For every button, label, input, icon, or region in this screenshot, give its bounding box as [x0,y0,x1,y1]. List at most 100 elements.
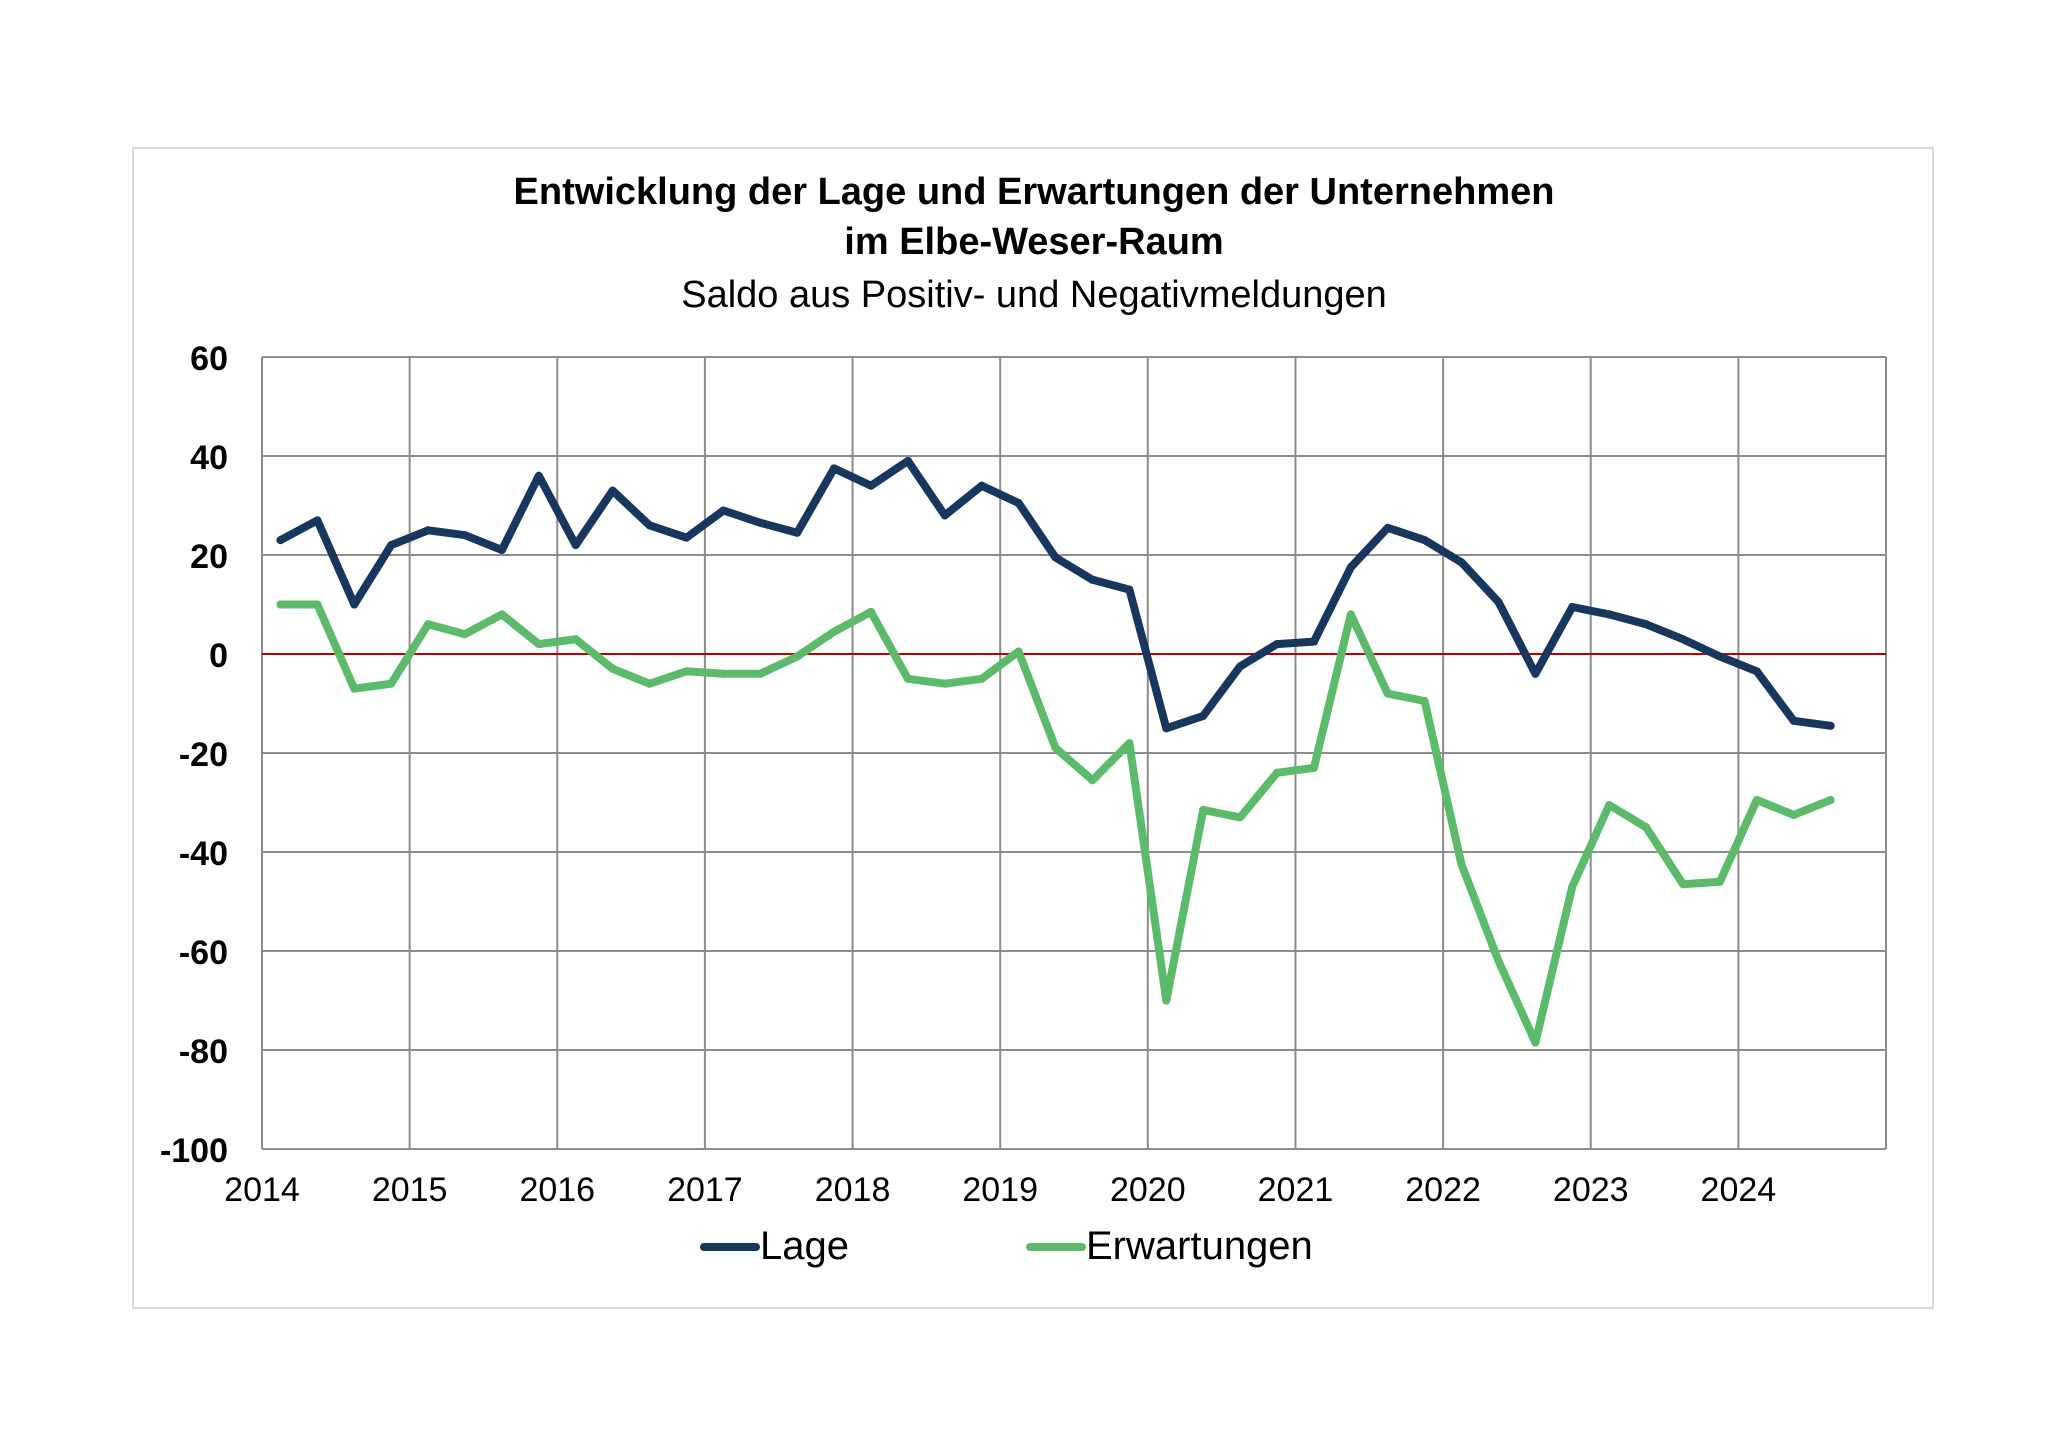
data-point-erwartungen [1014,647,1023,656]
data-point-erwartungen [903,674,912,683]
data-point-lage [350,600,359,609]
data-point-lage [1789,716,1798,725]
data-point-lage [793,528,802,537]
data-point-lage [903,456,912,465]
y-tick-label: 0 [209,637,228,675]
data-point-lage [1051,553,1060,562]
data-point-erwartungen [1383,689,1392,698]
data-point-lage [1679,635,1687,644]
data-point-lage [1199,711,1208,720]
data-point-lage [1088,575,1097,584]
line-chart: Entwicklung der Lage und Erwartungen der… [160,171,1887,1268]
y-tick-label: 40 [190,439,228,477]
data-point-erwartungen [1531,1038,1540,1047]
data-point-erwartungen [424,620,433,629]
data-point-lage [1125,585,1134,594]
data-point-erwartungen [977,674,986,683]
x-tick-label: 2020 [1110,1171,1186,1209]
x-tick-label: 2019 [962,1171,1038,1209]
data-point-lage [940,511,949,520]
data-point-erwartungen [756,669,765,678]
y-tick-label: -80 [179,1033,228,1071]
series-line-erwartungen [276,600,1835,1047]
data-point-lage [1383,523,1392,532]
data-point-lage [867,481,875,490]
y-tick-label: -60 [179,934,228,972]
data-point-erwartungen [1457,860,1466,869]
data-point-erwartungen [682,667,691,676]
data-point-lage [830,464,839,473]
data-point-erwartungen [1679,880,1687,889]
x-tick-label: 2022 [1405,1171,1481,1209]
data-point-lage [1346,563,1355,572]
data-point-lage [1457,558,1466,567]
data-point-erwartungen [1051,744,1060,753]
data-point-lage [571,541,580,550]
data-point-erwartungen [276,600,285,609]
data-point-lage [424,526,433,535]
data-point-lage [719,506,728,515]
data-point-erwartungen [793,652,802,661]
data-point-erwartungen [534,640,543,649]
data-point-lage [387,541,396,550]
data-point-erwartungen [1125,739,1134,748]
data-point-erwartungen [830,627,839,636]
chart-title-line2: im Elbe-Weser-Raum [844,221,1223,263]
x-tick-label: 2017 [667,1171,743,1209]
y-tick-label: 20 [190,538,228,576]
chart-title: Entwicklung der Lage und Erwartungen der… [514,171,1555,213]
data-point-lage [1642,620,1651,629]
data-point-lage [276,536,285,545]
series-line-lage [276,456,1835,733]
data-point-erwartungen [1605,800,1614,809]
data-point-erwartungen [645,679,654,688]
y-tick-label: 60 [190,340,228,378]
data-point-lage [1309,637,1318,646]
data-point-lage [756,518,765,527]
data-point-lage [1162,724,1171,733]
x-tick-label: 2014 [224,1171,300,1209]
x-tick-label: 2015 [372,1171,448,1209]
data-point-erwartungen [1199,805,1208,814]
y-tick-label: -20 [179,736,228,774]
data-point-erwartungen [1309,763,1318,772]
data-point-erwartungen [313,600,322,609]
data-point-erwartungen [1752,796,1761,805]
x-tick-label: 2023 [1553,1171,1629,1209]
data-point-erwartungen [1826,796,1835,805]
data-point-lage [1494,598,1503,607]
data-point-lage [1420,536,1429,545]
data-point-lage [1014,499,1023,508]
data-point-lage [682,533,691,542]
data-point-erwartungen [608,664,617,673]
data-point-erwartungen [1162,996,1171,1005]
x-tick-label: 2024 [1701,1171,1777,1209]
data-point-erwartungen [1088,776,1097,785]
data-point-lage [977,481,986,490]
x-tick-label: 2016 [519,1171,595,1209]
data-point-erwartungen [1642,823,1651,832]
data-point-lage [1605,610,1614,619]
data-point-erwartungen [719,669,728,678]
data-point-lage [1236,662,1245,671]
data-point-erwartungen [1420,697,1429,706]
data-point-lage [1273,640,1281,649]
data-point-lage [1752,667,1761,676]
data-point-erwartungen [1346,610,1355,619]
data-point-lage [497,546,506,555]
data-point-erwartungen [1273,768,1281,777]
y-tick-label: -100 [160,1132,228,1170]
data-point-erwartungen [461,630,469,639]
legend-label-erwartungen: Erwartungen [1086,1224,1313,1268]
data-point-lage [313,516,322,525]
data-point-lage [1715,652,1724,661]
data-point-lage [534,471,543,480]
x-tick-label: 2021 [1258,1171,1334,1209]
data-point-lage [1531,669,1540,678]
y-tick-label: -40 [179,835,228,873]
data-point-lage [1568,602,1577,611]
data-point-lage [461,531,469,540]
data-point-erwartungen [350,684,359,693]
data-point-erwartungen [571,635,580,644]
